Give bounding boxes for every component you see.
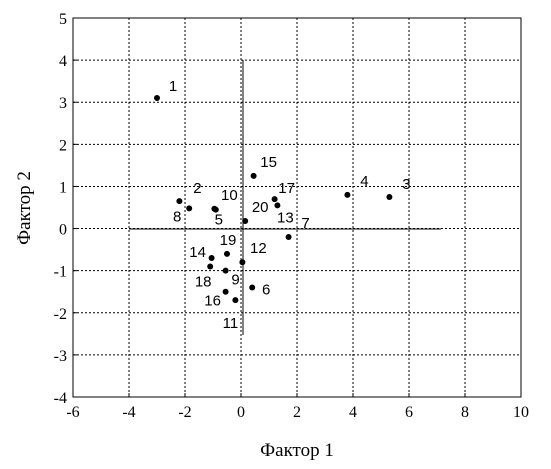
y-tick-label: 5 bbox=[59, 11, 67, 28]
point-label: 12 bbox=[250, 240, 267, 257]
point bbox=[274, 202, 281, 209]
x-tick-label: 6 bbox=[405, 404, 413, 421]
point-label: 17 bbox=[278, 180, 295, 197]
x-tick-label: -4 bbox=[122, 404, 135, 421]
x-tick-label: 10 bbox=[513, 404, 529, 421]
x-tick-label: 2 bbox=[293, 404, 301, 421]
point bbox=[222, 288, 229, 295]
point-label: 2 bbox=[193, 180, 201, 197]
x-tick-label: 4 bbox=[349, 404, 357, 421]
y-tick-label: -3 bbox=[54, 348, 67, 365]
point bbox=[208, 255, 215, 262]
point-label: 14 bbox=[189, 244, 206, 261]
point bbox=[249, 284, 256, 291]
point-label: 3 bbox=[402, 176, 410, 193]
point-label: 5 bbox=[215, 212, 223, 229]
point bbox=[186, 205, 193, 212]
point bbox=[250, 172, 257, 179]
x-tick-label: -6 bbox=[66, 404, 79, 421]
point-label: 11 bbox=[223, 315, 239, 332]
point-label: 16 bbox=[204, 293, 221, 310]
point-label: 7 bbox=[301, 215, 309, 232]
point-label: 15 bbox=[260, 154, 277, 171]
point bbox=[344, 191, 351, 198]
point bbox=[222, 267, 229, 274]
point bbox=[232, 297, 239, 304]
y-tick-label: -2 bbox=[54, 306, 67, 323]
point-label: 19 bbox=[220, 232, 237, 249]
point bbox=[224, 250, 230, 257]
point-label: 9 bbox=[231, 272, 239, 289]
point bbox=[285, 233, 292, 240]
point bbox=[386, 193, 393, 200]
y-tick-label: 2 bbox=[59, 137, 67, 154]
point bbox=[176, 198, 183, 205]
point-label: 4 bbox=[360, 173, 368, 190]
x-axis-title: Фактор 1 bbox=[260, 440, 334, 461]
y-tick-label: -1 bbox=[54, 264, 67, 281]
point bbox=[239, 259, 246, 266]
x-tick-label: -2 bbox=[178, 404, 191, 421]
point bbox=[242, 217, 249, 224]
point-label: 6 bbox=[262, 282, 270, 299]
point-label: 13 bbox=[277, 209, 294, 226]
point bbox=[207, 263, 214, 270]
x-tick-label: 8 bbox=[461, 404, 469, 421]
y-tick-label: 3 bbox=[59, 95, 67, 112]
point bbox=[211, 205, 218, 212]
point-label: 20 bbox=[252, 199, 269, 216]
point-label: 10 bbox=[221, 187, 238, 204]
y-tick-label: 0 bbox=[59, 222, 67, 239]
point bbox=[154, 95, 160, 102]
x-tick-label: 0 bbox=[237, 404, 245, 421]
y-tick-label: -4 bbox=[54, 390, 67, 407]
point-label: 18 bbox=[195, 273, 212, 290]
y-axis-title: Фактор 2 bbox=[14, 171, 35, 245]
y-tick-label: 1 bbox=[59, 179, 67, 196]
point-label: 8 bbox=[173, 208, 181, 225]
point-label: 1 bbox=[169, 78, 177, 95]
point bbox=[271, 196, 278, 203]
y-tick-label: 4 bbox=[59, 53, 67, 70]
